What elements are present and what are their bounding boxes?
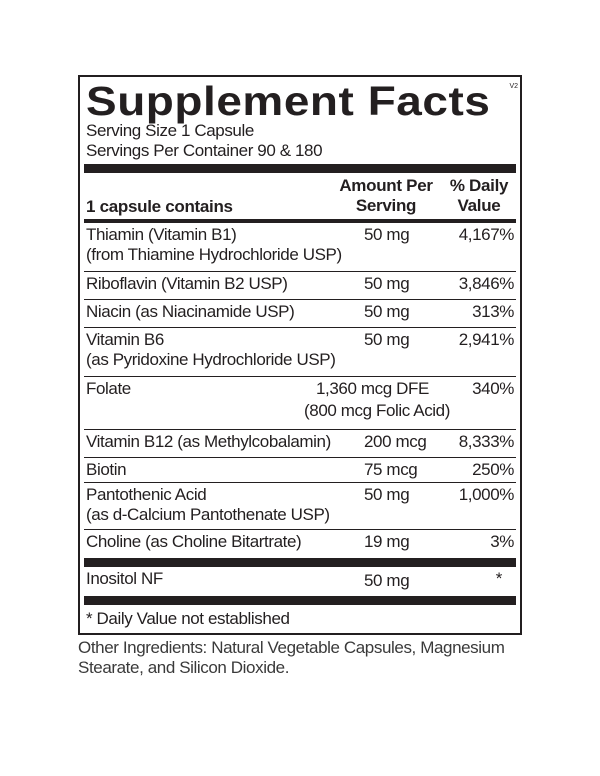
nutrient-name: Inositol NF xyxy=(86,569,163,588)
nutrient-row: Biotin 75 mcg 250% xyxy=(84,458,516,483)
nutrient-row: Choline (as Choline Bitartrate) 19 mg 3% xyxy=(84,530,516,557)
supplement-facts-panel: Supplement Facts V2 Serving Size 1 Capsu… xyxy=(78,75,522,635)
nutrient-amount: 50 mg xyxy=(364,485,410,504)
header-amount-line2: Serving xyxy=(355,196,417,215)
footnote: * Daily Value not established xyxy=(86,609,290,628)
nutrient-name: Riboflavin (Vitamin B2 USP) xyxy=(86,274,288,293)
nutrient-name: Vitamin B12 (as Methylcobalamin) xyxy=(86,432,331,451)
nutrient-dv: 340% xyxy=(472,379,514,398)
panel-title: Supplement Facts xyxy=(86,78,491,124)
nutrient-name: Niacin (as Niacinamide USP) xyxy=(86,302,295,321)
nutrient-dv: 2,941% xyxy=(458,330,515,349)
nutrient-amount: 200 mcg xyxy=(364,432,427,451)
nutrient-dv: 3% xyxy=(490,532,514,551)
header-daily-value: % Daily Value xyxy=(444,176,514,216)
nutrient-name: Pantothenic Acid (as d-Calcium Pantothena… xyxy=(86,485,330,524)
version-mark: V2 xyxy=(509,83,518,90)
nutrient-amount: 50 mg xyxy=(364,330,410,349)
nutrient-amount: 50 mg xyxy=(364,225,410,244)
header-dv-line1: % Daily xyxy=(449,176,509,195)
nutrient-amount: 75 mcg xyxy=(364,460,418,479)
header-amount: Amount Per Serving xyxy=(334,176,438,216)
nutrient-name: Thiamin (Vitamin B1) (from Thiamine Hydro… xyxy=(86,225,342,264)
nutrient-row: Folate 1,360 mcg DFE (800 mcg Folic Acid… xyxy=(84,377,516,430)
header-amount-line1: Amount Per xyxy=(339,176,433,195)
nutrient-amount: 50 mg xyxy=(364,571,410,590)
nutrient-row: Vitamin B6 (as Pyridoxine Hydrochloride U… xyxy=(84,328,516,377)
servings-per-container: Servings Per Container 90 & 180 xyxy=(86,141,323,160)
nutrient-row: Niacin (as Niacinamide USP) 50 mg 313% xyxy=(84,300,516,328)
nutrient-name: Choline (as Choline Bitartrate) xyxy=(86,532,302,551)
nutrient-dv: 4,167% xyxy=(458,225,515,244)
nutrient-amount: 19 mg xyxy=(364,532,410,551)
nutrient-dv: 3,846% xyxy=(458,274,515,293)
header-dv-line2: Value xyxy=(457,196,501,215)
nutrient-row: Pantothenic Acid (as d-Calcium Pantothena… xyxy=(84,483,516,530)
divider-thick xyxy=(84,164,516,173)
nutrient-row: Thiamin (Vitamin B1) (from Thiamine Hydro… xyxy=(84,223,516,272)
nutrient-dv: * xyxy=(495,569,503,588)
divider-thick xyxy=(84,558,516,567)
nutrient-amount: 1,360 mcg DFE xyxy=(316,379,429,398)
header-contains: 1 capsule contains xyxy=(86,197,233,216)
nutrient-dv: 1,000% xyxy=(458,485,515,504)
nutrient-amount: 50 mg xyxy=(364,302,410,321)
nutrient-dv: 313% xyxy=(472,302,514,321)
nutrient-amount-detail: (800 mcg Folic Acid) xyxy=(304,401,450,420)
nutrient-amount: 50 mg xyxy=(364,274,410,293)
serving-size: Serving Size 1 Capsule xyxy=(86,121,254,140)
nutrient-name: Biotin xyxy=(86,460,127,479)
nutrient-row: Vitamin B12 (as Methylcobalamin) 200 mcg… xyxy=(84,430,516,458)
divider-medium xyxy=(84,219,516,223)
nutrient-row: Inositol NF 50 mg * xyxy=(84,567,516,595)
divider-thick xyxy=(84,596,516,605)
nutrient-dv: 8,333% xyxy=(458,432,515,451)
nutrient-row: Riboflavin (Vitamin B2 USP) 50 mg 3,846% xyxy=(84,272,516,300)
nutrient-name: Folate xyxy=(86,379,131,398)
nutrient-dv: 250% xyxy=(472,460,514,479)
other-ingredients: Other Ingredients: Natural Vegetable Cap… xyxy=(78,638,505,677)
nutrient-name: Vitamin B6 (as Pyridoxine Hydrochloride U… xyxy=(86,330,336,369)
